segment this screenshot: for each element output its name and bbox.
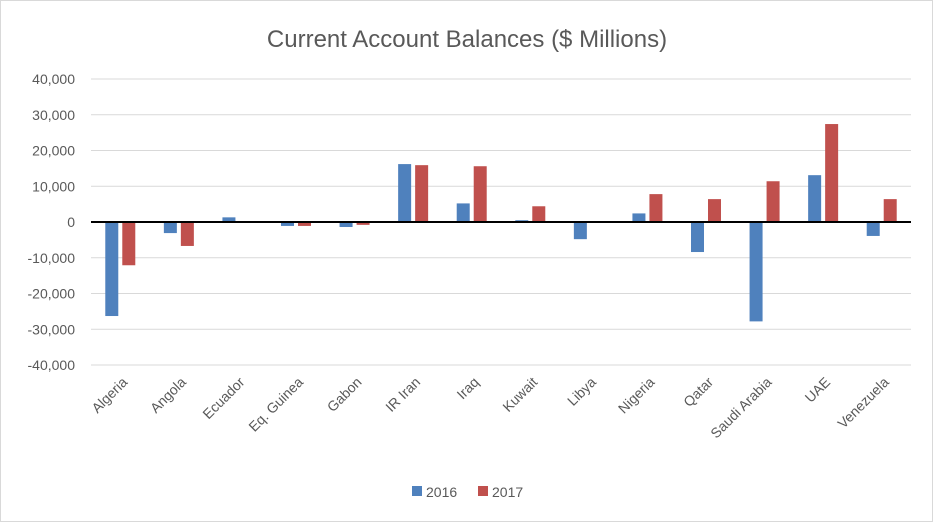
y-tick-label: -40,000 (28, 357, 76, 373)
bar-2017-kuwait (532, 206, 546, 222)
bar-2017-angola (180, 222, 194, 246)
legend-label-2016: 2016 (426, 484, 457, 500)
y-tick-label: -30,000 (28, 321, 76, 337)
x-tick-label: Kuwait (499, 374, 540, 415)
bar-2016-angola (163, 222, 177, 234)
y-tick-label: 20,000 (32, 143, 75, 159)
bar-2017-venezuela (883, 199, 897, 222)
bar-2016-iraq (456, 203, 470, 222)
bar-2017-saudi-arabia (766, 181, 780, 222)
bar-2017-nigeria (649, 194, 663, 222)
x-tick-label: Venezuela (834, 374, 892, 432)
bar-2016-saudi-arabia (749, 222, 763, 322)
bar-2016-nigeria (632, 213, 646, 222)
y-tick-label: -20,000 (28, 286, 76, 302)
x-tick-label: IR Iran (382, 374, 423, 415)
bar-2017-qatar (708, 199, 721, 222)
x-tick-label: Eq. Guinea (245, 374, 306, 435)
chart-title: Current Account Balances ($ Millions) (267, 26, 667, 53)
x-tick-label: Angola (147, 374, 189, 416)
y-tick-label: 10,000 (32, 178, 75, 194)
legend-swatch-2017 (478, 486, 488, 496)
x-tick-label: Saudi Arabia (707, 374, 775, 442)
bar-2017-gabon (356, 222, 370, 225)
bar-2016-qatar (691, 222, 704, 253)
x-tick-label: Ecuador (199, 374, 247, 422)
y-tick-label: -10,000 (28, 250, 76, 266)
legend-swatch-2016 (412, 486, 422, 496)
y-tick-label: 40,000 (32, 71, 75, 87)
bar-2017-eq-guinea (298, 222, 311, 226)
y-tick-label: 30,000 (32, 107, 75, 123)
bar-2016-ir-iran (398, 164, 412, 222)
legend-label-2017: 2017 (492, 484, 523, 500)
bar-2017-uae (825, 124, 839, 222)
bar-2016-venezuela (866, 222, 880, 236)
bar-2016-gabon (339, 222, 353, 228)
bar-2017-ir-iran (415, 165, 429, 222)
x-tick-label: UAE (802, 374, 834, 406)
bar-2016-ecuador (222, 217, 236, 222)
bar-2016-libya (573, 222, 587, 240)
bar-2016-algeria (105, 222, 119, 317)
x-tick-label: Algeria (88, 374, 130, 416)
bar-2017-iraq (473, 166, 487, 222)
y-tick-label: 0 (67, 214, 75, 230)
x-tick-label: Gabon (324, 374, 365, 415)
x-tick-label: Libya (564, 374, 599, 409)
x-tick-label: Nigeria (615, 374, 658, 417)
bar-2017-algeria (122, 222, 136, 266)
bar-2016-eq-guinea (281, 222, 294, 226)
bar-2016-uae (808, 175, 822, 222)
x-tick-label: Iraq (453, 374, 481, 402)
x-tick-label: Qatar (680, 374, 716, 410)
